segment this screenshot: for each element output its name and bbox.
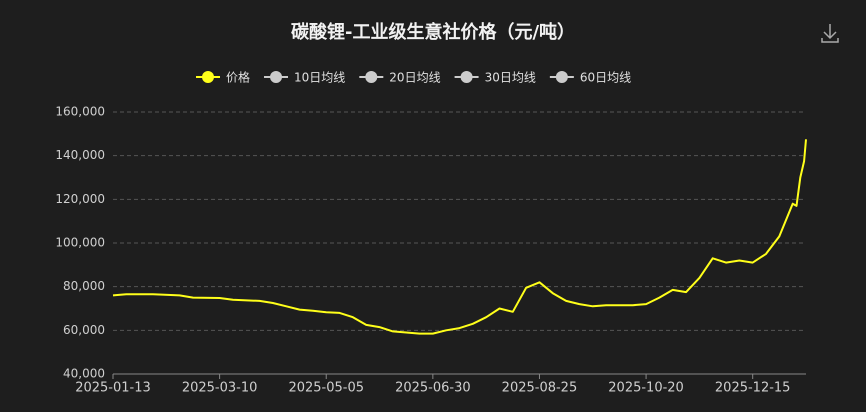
- y-tick-label: 80,000: [63, 279, 105, 293]
- x-tick-label: 2025-03-10: [182, 381, 258, 396]
- download-glyph[interactable]: [821, 24, 839, 43]
- y-tick-label: 160,000: [55, 105, 105, 119]
- y-tick-label: 140,000: [55, 148, 105, 162]
- x-tick-label: 2025-08-25: [502, 381, 578, 396]
- legend-marker: [555, 71, 568, 83]
- legend-item[interactable]: 30日均线: [454, 71, 536, 85]
- legend-item[interactable]: 价格: [196, 70, 250, 85]
- y-tick-label: 120,000: [55, 192, 105, 206]
- x-tick-label: 2025-06-30: [395, 381, 471, 396]
- legend-label: 30日均线: [485, 71, 536, 85]
- x-tick-label: 2025-10-20: [608, 381, 684, 396]
- legend-item[interactable]: 10日均线: [264, 71, 345, 85]
- legend-label: 价格: [226, 70, 250, 85]
- chart-title: 碳酸锂-工业级生意社价格（元/吨）: [291, 21, 575, 43]
- legend-marker: [460, 71, 473, 83]
- x-tick-label: 2025-05-05: [288, 381, 364, 396]
- x-tick-label: 2025-12-15: [715, 381, 791, 396]
- download-icon[interactable]: [821, 24, 839, 43]
- y-tick-label: 40,000: [63, 367, 105, 381]
- legend-label: 20日均线: [389, 71, 440, 85]
- y-tick-label: 100,000: [55, 236, 105, 250]
- legend-label: 60日均线: [580, 71, 631, 85]
- legend-label: 10日均线: [294, 71, 345, 85]
- price-line: [112, 139, 807, 335]
- legend-marker: [202, 71, 214, 83]
- legend-item[interactable]: 20日均线: [359, 71, 441, 85]
- legend-item[interactable]: 60日均线: [549, 71, 631, 85]
- y-tick-label: 60,000: [63, 323, 105, 337]
- legend-marker: [365, 71, 378, 83]
- legend-marker: [270, 71, 283, 83]
- x-tick-label: 2025-01-13: [75, 381, 151, 396]
